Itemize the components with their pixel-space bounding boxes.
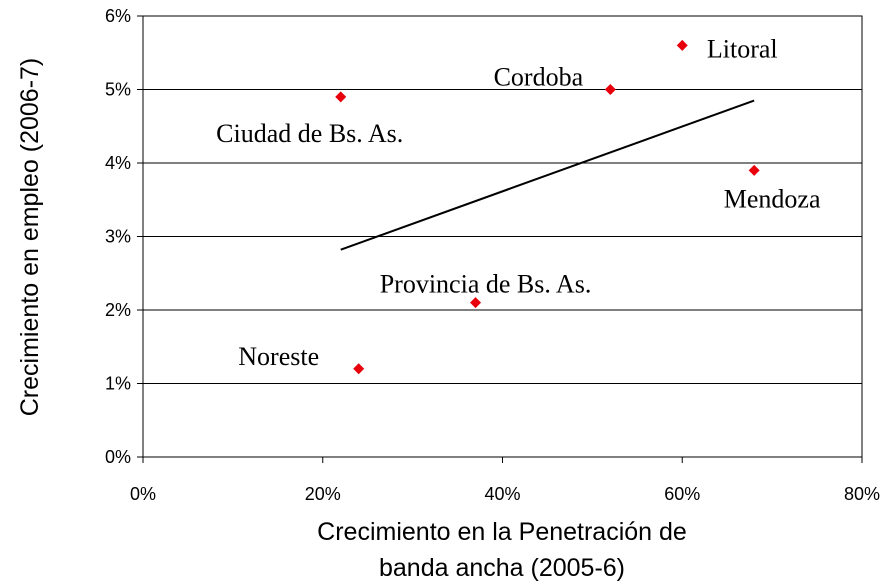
y-tick-label: 3%	[105, 227, 131, 247]
x-tick-label: 80%	[844, 484, 880, 504]
point-label: Litoral	[707, 34, 778, 63]
point	[748, 164, 760, 176]
point	[335, 91, 347, 103]
y-tick-label: 4%	[105, 153, 131, 173]
x-tick-label: 20%	[305, 484, 341, 504]
point	[470, 297, 482, 309]
y-tick-label: 1%	[105, 374, 131, 394]
y-axis-title: Crecimiento en empleo (2006-7)	[16, 58, 44, 417]
point-label: Noreste	[238, 342, 319, 371]
x-tick-label: 0%	[130, 484, 156, 504]
plot-frame	[142, 15, 863, 458]
point-label: Ciudad de Bs. As.	[216, 119, 403, 148]
x-axis-title: banda ancha (2005-6)	[379, 554, 625, 582]
trendline	[340, 99, 755, 251]
x-tick-label: 40%	[484, 484, 520, 504]
point-label: Provincia de Bs. As.	[380, 270, 592, 299]
y-tick-label: 0%	[105, 447, 131, 467]
y-tick-label: 5%	[105, 80, 131, 100]
y-tick-label: 6%	[105, 6, 131, 26]
point	[353, 363, 365, 375]
point-label: Cordoba	[494, 63, 584, 92]
point	[604, 84, 616, 95]
x-axis-title: Crecimiento en la Penetración de	[317, 518, 687, 546]
point	[676, 39, 688, 51]
y-tick-label: 2%	[105, 300, 131, 320]
x-tick-label: 60%	[664, 484, 700, 504]
point-label: Mendoza	[724, 184, 821, 213]
